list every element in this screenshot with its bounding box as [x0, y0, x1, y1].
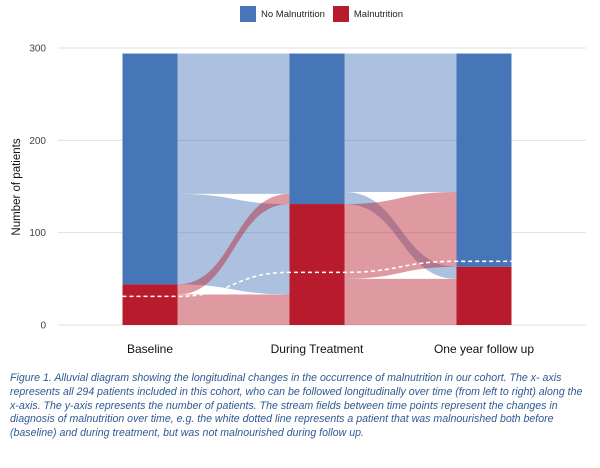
legend-swatch-malnutrition [332, 6, 349, 22]
y-axis-label: Number of patients [11, 138, 23, 235]
y-tick-label: 300 [29, 44, 46, 55]
bar-no-malnutrition-1 [122, 53, 178, 285]
flow-nomal-to-nomal-stage2 [344, 53, 457, 193]
highlight-patient-path [122, 260, 512, 298]
bar-no-malnutrition-3 [456, 53, 512, 267]
flow-nomal-to-nomal-stage1 [177, 53, 290, 194]
x-tick-label: One year follow up [434, 342, 534, 356]
flow-mal-to-mal-stage1 [177, 294, 290, 325]
bar-malnutrition-1 [122, 284, 178, 325]
bar-no-malnutrition-2 [289, 53, 345, 205]
flow-mal-to-mal-stage2 [344, 278, 457, 325]
y-tick-label: 100 [29, 228, 46, 239]
legend-item-malnutrition: Malnutrition [332, 6, 403, 22]
alluvial-chart: No Malnutrition Malnutrition 0 100 200 300 N… [11, 6, 586, 356]
y-tick-label: 0 [40, 321, 46, 332]
y-tick-label: 200 [29, 136, 46, 147]
legend-swatch-no-malnutrition [240, 6, 256, 22]
legend: No Malnutrition Malnutrition [240, 6, 403, 22]
x-tick-label: During Treatment [271, 342, 364, 356]
flow-nomal-to-mal-stage2 [344, 192, 457, 279]
flow-layer [177, 53, 457, 325]
x-tick-label: Baseline [127, 342, 173, 356]
bar-malnutrition-2 [289, 204, 345, 325]
legend-label-no-malnutrition: No Malnutrition [261, 8, 325, 20]
bar-malnutrition-3 [456, 266, 512, 325]
legend-label-malnutrition: Malnutrition [353, 8, 403, 20]
flow-nomal-to-mal-stage1 [177, 193, 290, 295]
flow-mal-to-nomal-stage1 [177, 193, 290, 295]
figure-caption: Figure 1. Alluvial diagram showing the l… [10, 372, 583, 440]
flow-mal-to-nomal-stage2 [344, 192, 457, 279]
chart-svg: 0 100 200 300 Number of patients Baseline Duri… [11, 44, 586, 356]
legend-item-no-malnutrition: No Malnutrition [240, 6, 325, 22]
